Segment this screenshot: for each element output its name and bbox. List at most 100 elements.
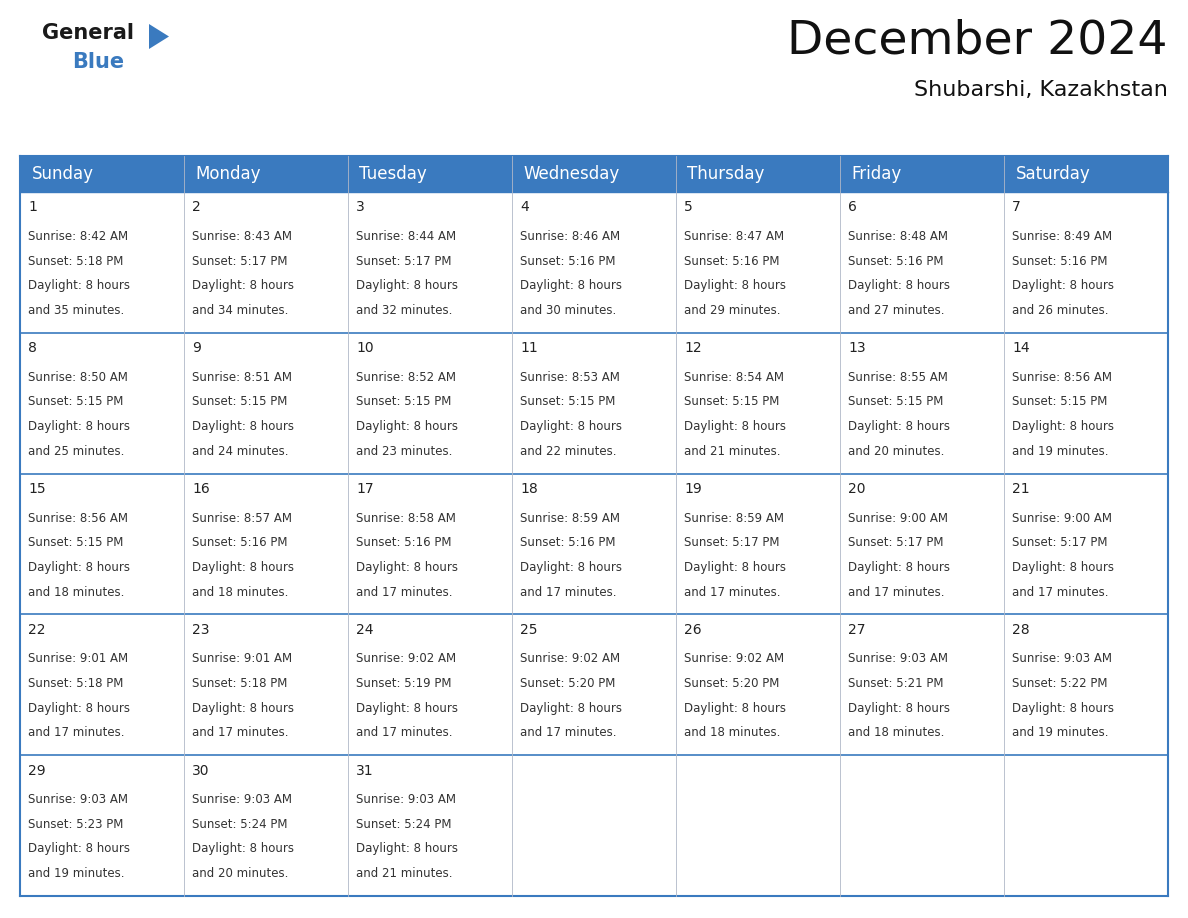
Text: Sunday: Sunday xyxy=(31,165,94,183)
Text: and 24 minutes.: and 24 minutes. xyxy=(192,444,289,458)
Bar xyxy=(184,156,348,192)
Text: Sunrise: 8:55 AM: Sunrise: 8:55 AM xyxy=(848,371,948,384)
Text: Sunrise: 8:46 AM: Sunrise: 8:46 AM xyxy=(520,230,620,243)
Text: Sunrise: 9:01 AM: Sunrise: 9:01 AM xyxy=(192,653,292,666)
Text: Sunset: 5:17 PM: Sunset: 5:17 PM xyxy=(356,254,451,268)
Text: 24: 24 xyxy=(356,622,374,637)
Bar xyxy=(840,474,1004,614)
Bar xyxy=(840,756,1004,896)
Text: Sunset: 5:16 PM: Sunset: 5:16 PM xyxy=(1012,254,1107,268)
Text: Sunset: 5:16 PM: Sunset: 5:16 PM xyxy=(192,536,287,549)
Text: Daylight: 8 hours: Daylight: 8 hours xyxy=(684,279,786,292)
Text: and 18 minutes.: and 18 minutes. xyxy=(192,586,289,599)
Text: Shubarshi, Kazakhstan: Shubarshi, Kazakhstan xyxy=(914,80,1168,100)
Text: Sunrise: 8:56 AM: Sunrise: 8:56 AM xyxy=(29,511,128,524)
Text: Daylight: 8 hours: Daylight: 8 hours xyxy=(192,701,295,715)
Bar xyxy=(676,192,840,333)
Text: Sunset: 5:22 PM: Sunset: 5:22 PM xyxy=(1012,677,1107,690)
Bar xyxy=(840,192,1004,333)
Bar xyxy=(348,756,512,896)
Text: Daylight: 8 hours: Daylight: 8 hours xyxy=(29,279,131,292)
Text: Sunrise: 8:48 AM: Sunrise: 8:48 AM xyxy=(848,230,948,243)
Text: and 17 minutes.: and 17 minutes. xyxy=(192,726,289,739)
Text: and 35 minutes.: and 35 minutes. xyxy=(29,304,125,317)
Text: 18: 18 xyxy=(520,482,538,496)
Text: Daylight: 8 hours: Daylight: 8 hours xyxy=(29,701,131,715)
Text: Sunrise: 8:58 AM: Sunrise: 8:58 AM xyxy=(356,511,456,524)
Text: Daylight: 8 hours: Daylight: 8 hours xyxy=(356,561,459,574)
Text: and 29 minutes.: and 29 minutes. xyxy=(684,304,781,317)
Bar xyxy=(348,156,512,192)
Text: and 18 minutes.: and 18 minutes. xyxy=(684,726,781,739)
Bar xyxy=(20,192,184,333)
Text: Sunrise: 9:03 AM: Sunrise: 9:03 AM xyxy=(848,653,948,666)
Bar xyxy=(676,333,840,474)
Text: and 26 minutes.: and 26 minutes. xyxy=(1012,304,1108,317)
Bar xyxy=(512,614,676,756)
Text: Sunset: 5:21 PM: Sunset: 5:21 PM xyxy=(848,677,943,690)
Bar xyxy=(348,474,512,614)
Bar xyxy=(676,474,840,614)
Text: 20: 20 xyxy=(848,482,866,496)
Text: Sunset: 5:15 PM: Sunset: 5:15 PM xyxy=(848,396,943,409)
Text: Sunrise: 8:51 AM: Sunrise: 8:51 AM xyxy=(192,371,292,384)
Text: 8: 8 xyxy=(29,341,37,355)
Text: Daylight: 8 hours: Daylight: 8 hours xyxy=(192,843,295,856)
Polygon shape xyxy=(148,24,169,49)
Text: Daylight: 8 hours: Daylight: 8 hours xyxy=(520,420,623,433)
Text: Sunrise: 8:50 AM: Sunrise: 8:50 AM xyxy=(29,371,128,384)
Text: Daylight: 8 hours: Daylight: 8 hours xyxy=(848,561,950,574)
Text: Sunset: 5:15 PM: Sunset: 5:15 PM xyxy=(29,536,124,549)
Text: Sunset: 5:18 PM: Sunset: 5:18 PM xyxy=(29,677,124,690)
Text: 12: 12 xyxy=(684,341,702,355)
Text: Sunset: 5:16 PM: Sunset: 5:16 PM xyxy=(356,536,451,549)
Bar xyxy=(512,474,676,614)
Text: Sunrise: 8:44 AM: Sunrise: 8:44 AM xyxy=(356,230,456,243)
Text: and 19 minutes.: and 19 minutes. xyxy=(29,868,125,880)
Text: Sunrise: 8:43 AM: Sunrise: 8:43 AM xyxy=(192,230,292,243)
Bar xyxy=(20,614,184,756)
Text: 28: 28 xyxy=(1012,622,1030,637)
Text: 27: 27 xyxy=(848,622,866,637)
Text: 26: 26 xyxy=(684,622,702,637)
Bar xyxy=(840,614,1004,756)
Text: Sunset: 5:16 PM: Sunset: 5:16 PM xyxy=(520,536,615,549)
Bar xyxy=(1004,156,1168,192)
Text: Sunrise: 9:00 AM: Sunrise: 9:00 AM xyxy=(848,511,948,524)
Bar xyxy=(184,192,348,333)
Text: Sunset: 5:15 PM: Sunset: 5:15 PM xyxy=(1012,396,1107,409)
Bar xyxy=(512,756,676,896)
Text: Tuesday: Tuesday xyxy=(360,165,428,183)
Text: Sunset: 5:17 PM: Sunset: 5:17 PM xyxy=(684,536,779,549)
Text: Friday: Friday xyxy=(852,165,902,183)
Text: Sunset: 5:19 PM: Sunset: 5:19 PM xyxy=(356,677,451,690)
Text: and 20 minutes.: and 20 minutes. xyxy=(192,868,289,880)
Text: Daylight: 8 hours: Daylight: 8 hours xyxy=(29,561,131,574)
Text: December 2024: December 2024 xyxy=(788,18,1168,63)
Bar xyxy=(1004,474,1168,614)
Text: Daylight: 8 hours: Daylight: 8 hours xyxy=(1012,279,1114,292)
Text: Sunrise: 8:56 AM: Sunrise: 8:56 AM xyxy=(1012,371,1112,384)
Text: and 19 minutes.: and 19 minutes. xyxy=(1012,444,1108,458)
Text: and 17 minutes.: and 17 minutes. xyxy=(1012,586,1108,599)
Text: Sunset: 5:16 PM: Sunset: 5:16 PM xyxy=(520,254,615,268)
Bar xyxy=(676,614,840,756)
Text: and 21 minutes.: and 21 minutes. xyxy=(356,868,453,880)
Bar xyxy=(512,156,676,192)
Text: 7: 7 xyxy=(1012,200,1020,215)
Text: 17: 17 xyxy=(356,482,374,496)
Text: and 30 minutes.: and 30 minutes. xyxy=(520,304,617,317)
Text: Sunset: 5:23 PM: Sunset: 5:23 PM xyxy=(29,818,124,831)
Text: and 17 minutes.: and 17 minutes. xyxy=(356,586,453,599)
Text: 23: 23 xyxy=(192,622,210,637)
Text: Sunrise: 8:59 AM: Sunrise: 8:59 AM xyxy=(684,511,784,524)
Text: and 18 minutes.: and 18 minutes. xyxy=(29,586,125,599)
Text: Monday: Monday xyxy=(196,165,261,183)
Text: Sunset: 5:20 PM: Sunset: 5:20 PM xyxy=(520,677,615,690)
Bar xyxy=(840,333,1004,474)
Text: 21: 21 xyxy=(1012,482,1030,496)
Text: and 20 minutes.: and 20 minutes. xyxy=(848,444,944,458)
Bar xyxy=(1004,614,1168,756)
Text: Sunrise: 8:52 AM: Sunrise: 8:52 AM xyxy=(356,371,456,384)
Text: 11: 11 xyxy=(520,341,538,355)
